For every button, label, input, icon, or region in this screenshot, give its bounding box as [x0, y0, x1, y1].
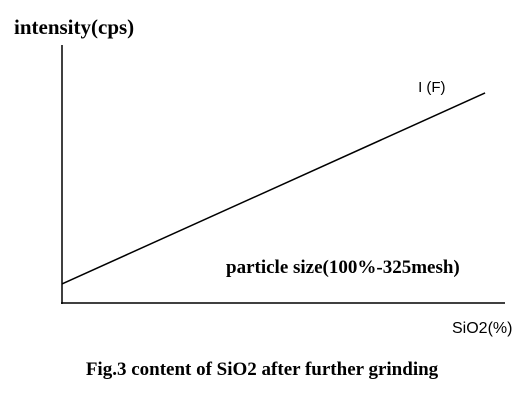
chart-title: Fig.3 content of SiO2 after further grin…: [86, 359, 439, 380]
y-axis-label: intensity(cps): [14, 15, 134, 39]
x-axis-label: SiO2(%): [452, 320, 512, 337]
series-label: I (F): [418, 79, 446, 96]
data-line: [61, 92, 486, 285]
annotation: particle size(100%-325mesh): [226, 257, 460, 278]
